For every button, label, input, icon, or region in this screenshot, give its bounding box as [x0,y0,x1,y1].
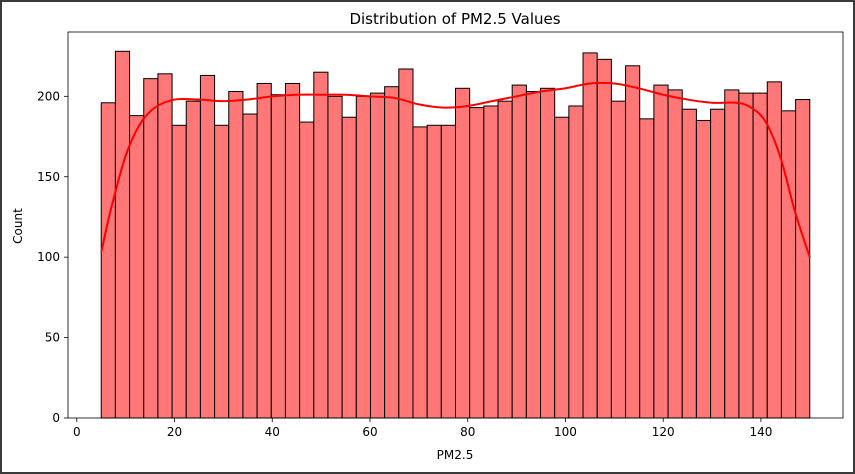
x-tick-label: 120 [652,425,675,439]
histogram-bar [369,92,386,419]
histogram-bar [681,108,697,419]
histogram-bars [100,50,811,419]
histogram-bar [780,110,797,419]
histogram-bar [483,105,499,419]
x-tick-label: 140 [749,425,772,439]
histogram-bar [341,116,357,419]
x-tick-label: 40 [265,425,280,439]
y-tick-label: 150 [37,170,60,184]
histogram-bar [355,95,371,419]
histogram-bar [511,84,527,419]
histogram-bar [440,124,457,419]
histogram-bar [384,86,400,419]
histogram-bar [568,105,584,419]
histogram-bar [766,81,782,419]
histogram-bar [214,124,230,419]
histogram-bar [100,102,116,419]
x-axis-ticks: 0 20 40 60 80 100 120 140 [73,418,772,439]
histogram-bar [497,100,513,419]
y-axis-ticks: 0 50 100 150 200 [37,89,68,425]
y-tick-label: 100 [37,250,60,264]
histogram-bar [327,95,343,419]
histogram-bar [596,58,612,419]
histogram-bar [398,68,414,419]
histogram-bar [752,92,768,419]
histogram-bar [270,94,286,419]
histogram-bar [242,113,258,419]
histogram-bar [426,124,442,419]
y-tick-label: 50 [45,331,60,345]
histogram-bar [455,87,471,419]
y-axis-label: Count [11,208,25,244]
histogram-bar [284,82,301,419]
histogram-bar [525,91,542,419]
histogram-bar [114,50,131,419]
histogram-bar [724,89,740,419]
histogram-bar [256,82,272,419]
histogram-bar [738,92,754,419]
histogram-bar [171,124,187,419]
histogram-bar [228,91,244,419]
histogram-bar [469,107,485,419]
histogram-bar [313,71,329,419]
x-axis-label: PM2.5 [437,448,474,462]
y-tick-label: 200 [37,89,60,103]
histogram-bar [625,65,641,419]
histogram-bar [157,73,173,419]
histogram-bar [695,119,712,419]
plot-area-frame [67,31,844,419]
x-tick-label: 20 [167,425,182,439]
x-tick-label: 0 [73,425,81,439]
histogram-bar [610,100,627,419]
histogram-bar [554,116,570,419]
x-tick-label: 60 [362,425,377,439]
histogram-bar [199,74,216,419]
histogram-bar [667,89,683,419]
histogram-bar [299,121,315,419]
histogram-bar [653,84,669,419]
kde-curve [100,81,811,258]
histogram-bar [710,108,726,419]
x-tick-label: 100 [554,425,577,439]
histogram-bar [129,115,145,419]
histogram-bar [412,126,428,419]
histogram-bar [185,100,201,419]
histogram-bar [582,52,598,419]
histogram-bar [795,99,811,419]
histogram-bar [639,118,655,419]
y-tick-label: 0 [52,411,60,425]
chart-title: Distribution of PM2.5 Values [349,10,560,28]
histogram-bar [143,78,159,419]
x-tick-label: 80 [460,425,475,439]
histogram-bar [540,87,556,419]
